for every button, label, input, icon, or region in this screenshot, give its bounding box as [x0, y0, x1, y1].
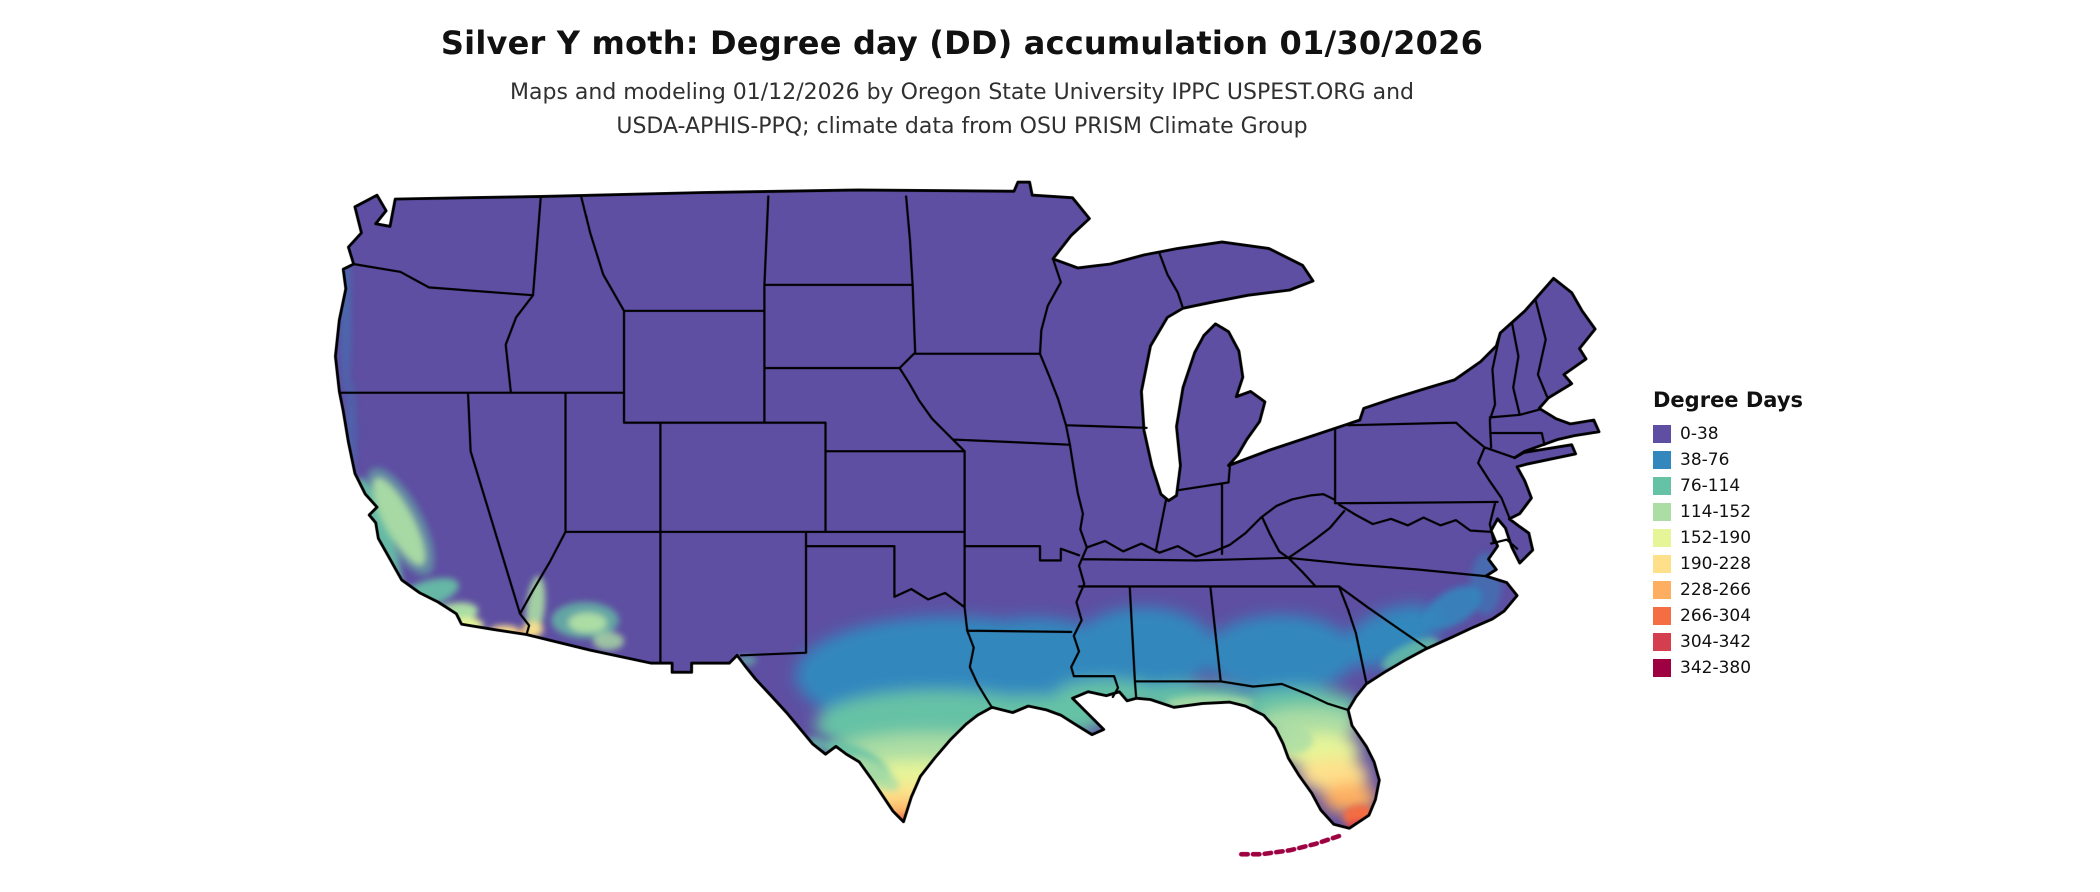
legend-label: 266-304 [1680, 606, 1752, 626]
legend-label: 114-152 [1680, 502, 1752, 522]
subtitle-line-2: USDA-APHIS-PPQ; climate data from OSU PR… [616, 114, 1308, 139]
legend-swatch [1653, 529, 1671, 547]
legend-swatch [1653, 607, 1671, 625]
legend-entry: 304-342 [1653, 629, 1803, 655]
legend-label: 152-190 [1680, 528, 1752, 548]
shading-blob [1205, 615, 1356, 694]
legend-label: 228-266 [1680, 580, 1752, 600]
legend-label: 342-380 [1680, 658, 1752, 678]
degree-days-legend: Degree Days 0-38 38-76 76-114 114-152 152-19… [1653, 388, 1803, 681]
legend-swatch [1653, 451, 1671, 469]
legend-entry: 342-380 [1653, 655, 1803, 681]
legend-swatch [1653, 581, 1671, 599]
subtitle-line-1: Maps and modeling 01/12/2026 by Oregon S… [510, 80, 1414, 105]
legend-label: 190-228 [1680, 554, 1752, 574]
legend-label: 38-76 [1680, 450, 1730, 470]
page-title: Silver Y moth: Degree day (DD) accumulat… [440, 24, 1484, 62]
legend-label: 304-342 [1680, 632, 1752, 652]
legend-swatch [1653, 659, 1671, 677]
legend-entry: 228-266 [1653, 577, 1803, 603]
legend-entry: 114-152 [1653, 499, 1803, 525]
nation-outline [333, 180, 1601, 830]
legend-entry: 152-190 [1653, 525, 1803, 551]
legend-entry: 0-38 [1653, 421, 1803, 447]
map-area [312, 178, 1612, 887]
shading-blob [962, 719, 1066, 740]
shading-blob [1470, 552, 1502, 616]
legend-entry: 38-76 [1653, 447, 1803, 473]
legend-swatch [1653, 503, 1671, 521]
legend-swatch [1653, 633, 1671, 651]
page-subtitle: Maps and modeling 01/12/2026 by Oregon S… [312, 76, 1612, 144]
shading-blob [1425, 585, 1482, 629]
state-borders [338, 195, 1549, 712]
shading-blob [372, 477, 426, 566]
florida-keys [1235, 833, 1342, 857]
legend-swatch [1653, 425, 1671, 443]
legend-swatch [1653, 555, 1671, 573]
shading-blob [568, 612, 608, 634]
legend-label: 76-114 [1680, 476, 1741, 496]
figure-header: Silver Y moth: Degree day (DD) accumulat… [312, 0, 1612, 144]
us-degree-day-map [333, 180, 1601, 857]
legend-label: 0-38 [1680, 424, 1719, 444]
legend-swatch [1653, 477, 1671, 495]
legend-entry: 190-228 [1653, 551, 1803, 577]
legend-title: Degree Days [1653, 388, 1804, 412]
legend-items: 0-38 38-76 76-114 114-152 152-190 190-228 228-… [1653, 421, 1803, 681]
legend-entry: 76-114 [1653, 473, 1803, 499]
shading-blob [592, 631, 624, 651]
shading-blob [1072, 607, 1216, 691]
legend-entry: 266-304 [1653, 603, 1803, 629]
